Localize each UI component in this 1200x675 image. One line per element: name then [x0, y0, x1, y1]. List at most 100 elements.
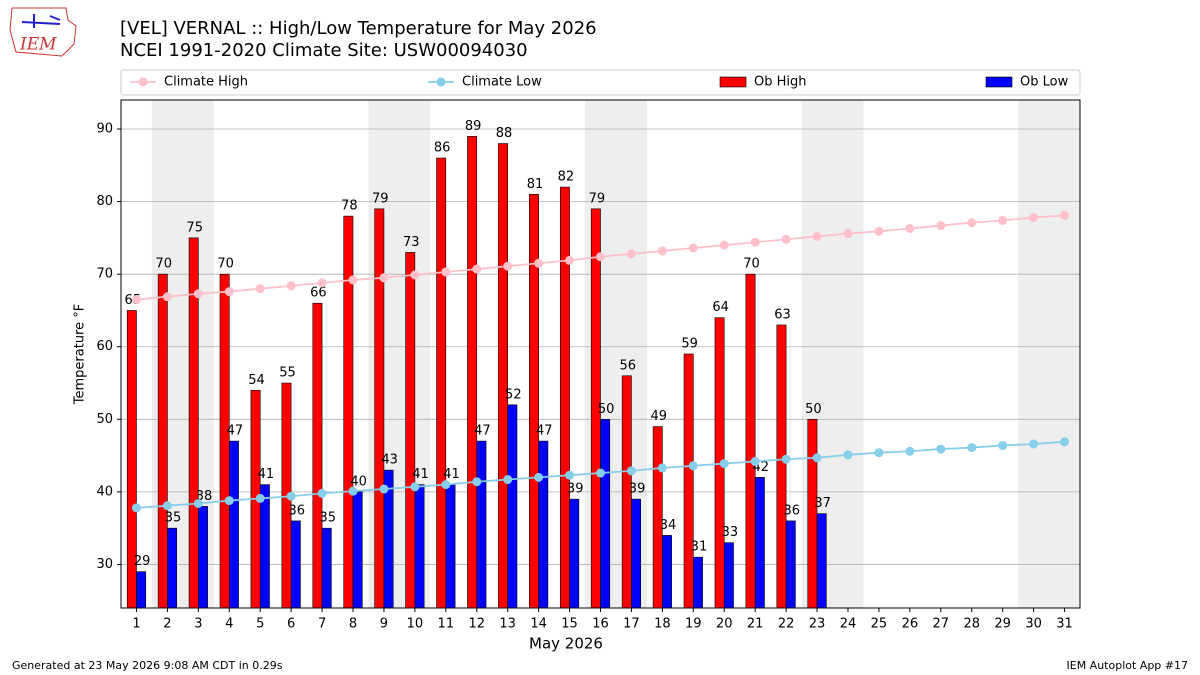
data-label: 40 [350, 474, 367, 489]
x-tick-label: 29 [994, 617, 1011, 632]
line-marker [1060, 437, 1070, 447]
bar [157, 273, 168, 609]
line-marker [596, 252, 605, 262]
line-marker [750, 237, 760, 247]
line-marker [441, 267, 451, 277]
legend-label: Ob Low [1020, 75, 1069, 90]
data-label: 54 [248, 373, 265, 388]
line-marker [874, 226, 884, 236]
line-marker [162, 292, 172, 302]
bar [445, 484, 456, 609]
line-marker [967, 218, 977, 228]
data-label: 35 [319, 511, 336, 526]
line-marker [1029, 439, 1039, 449]
line-marker [596, 468, 605, 478]
x-tick-label: 26 [902, 617, 919, 632]
bar [662, 535, 672, 609]
y-tick-label: 80 [96, 194, 113, 209]
line-marker [688, 243, 698, 253]
line-marker [1029, 213, 1039, 223]
legend-swatch [985, 76, 1013, 88]
x-tick-label: 13 [499, 617, 516, 632]
bar [807, 419, 818, 609]
line-marker [410, 270, 420, 280]
bar [538, 440, 549, 609]
data-label: 79 [372, 191, 389, 206]
line-marker [410, 482, 420, 492]
line-marker [472, 264, 482, 274]
line-marker [657, 246, 667, 256]
x-tick-label: 27 [933, 617, 950, 632]
line-marker [719, 459, 729, 469]
data-label: 41 [258, 467, 275, 482]
data-label: 64 [712, 300, 729, 315]
chart-subtitle: NCEI 1991-2020 Climate Site: USW00094030 [120, 40, 528, 61]
line-marker [565, 470, 575, 480]
x-tick-label: 8 [349, 617, 357, 632]
bar [343, 215, 354, 609]
data-label: 49 [650, 409, 667, 424]
bar [374, 208, 385, 609]
data-label: 37 [814, 496, 831, 511]
line-marker [379, 484, 389, 494]
line-marker [626, 466, 636, 476]
bar [259, 484, 270, 609]
data-label: 31 [691, 540, 708, 555]
line-marker [843, 229, 853, 239]
line-marker [998, 440, 1008, 450]
plot-frame [120, 99, 1081, 609]
bar [136, 571, 147, 609]
x-tick-label: 28 [963, 617, 980, 632]
bar [507, 404, 518, 609]
bar [723, 542, 734, 609]
data-label: 78 [341, 199, 358, 214]
x-tick-label: 21 [747, 617, 764, 632]
data-label: 43 [381, 453, 398, 468]
bar [219, 273, 230, 609]
y-tick-label: 60 [96, 339, 113, 354]
x-tick-label: 2 [163, 617, 171, 632]
line-marker [936, 444, 946, 454]
data-label: 70 [155, 257, 172, 272]
line-marker [286, 281, 296, 291]
bar [631, 498, 642, 609]
line-marker [317, 488, 327, 498]
bar [785, 520, 796, 609]
y-tick-label: 90 [96, 122, 113, 137]
logo-icon [21, 14, 61, 28]
data-label: 41 [443, 467, 460, 482]
data-label: 73 [403, 235, 420, 250]
x-tick-label: 23 [809, 617, 826, 632]
line-marker [565, 255, 575, 265]
line-marker [224, 287, 234, 297]
line-marker [781, 234, 791, 244]
legend-label: Climate Low [462, 75, 542, 90]
logo-text: IEM [19, 35, 57, 55]
line-marker [348, 275, 358, 285]
line-marker [348, 486, 358, 496]
bar [436, 157, 447, 609]
bar [816, 513, 827, 609]
line-marker [812, 453, 822, 463]
x-tick-label: 1 [132, 617, 140, 632]
data-label: 88 [496, 126, 513, 141]
x-tick-label: 5 [256, 617, 264, 632]
data-label: 36 [783, 503, 800, 518]
bar [312, 302, 323, 609]
line-marker [781, 454, 791, 464]
line-marker [843, 450, 853, 460]
data-label: 55 [279, 366, 296, 381]
weekend-band [1018, 100, 1080, 608]
bar [414, 484, 425, 609]
x-tick-label: 12 [468, 617, 485, 632]
legend-marker [436, 77, 446, 87]
data-label: 41 [412, 467, 429, 482]
y-tick-label: 30 [96, 557, 113, 572]
line-marker [131, 295, 141, 305]
x-tick-label: 31 [1056, 617, 1073, 632]
bar [467, 135, 478, 609]
data-label: 63 [774, 307, 791, 322]
x-tick-label: 30 [1025, 617, 1042, 632]
x-tick-label: 11 [438, 617, 455, 632]
